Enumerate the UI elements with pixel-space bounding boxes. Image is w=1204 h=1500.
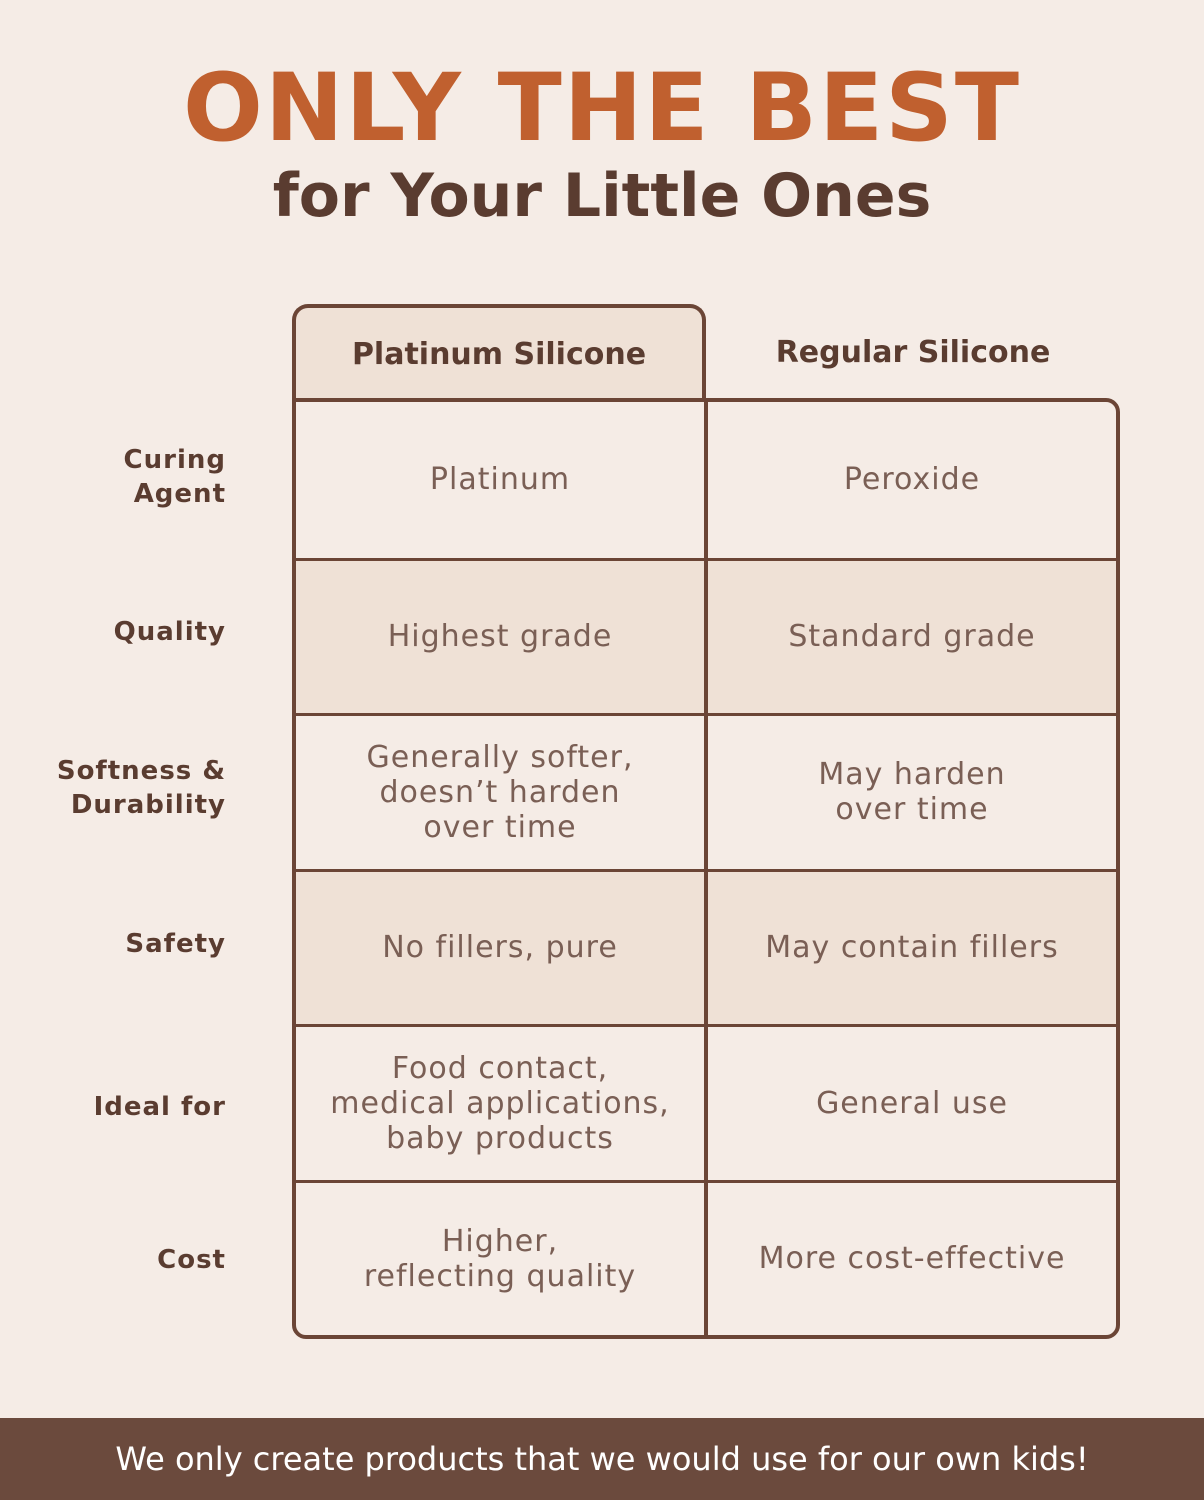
row-label: Softness & Durability bbox=[56, 756, 226, 820]
table-cell: Generally softer, doesn’t harden over ti… bbox=[296, 716, 708, 869]
table-cell: May harden over time bbox=[818, 757, 1006, 828]
table-cell: Highest grade bbox=[296, 560, 708, 713]
column-header-regular: Regular Silicone bbox=[775, 334, 1051, 370]
table-cell: Platinum bbox=[296, 402, 708, 558]
table-row: Highest grade Standard grade bbox=[296, 557, 1116, 713]
table-row: Generally softer, doesn’t harden over ti… bbox=[296, 713, 1116, 869]
table-cell: Food contact, medical applications, baby… bbox=[296, 1027, 708, 1180]
table-row: No fillers, pure May contain fillers bbox=[296, 868, 1116, 1024]
table-cell: Peroxide bbox=[843, 462, 981, 498]
table-cell: May contain fillers bbox=[765, 930, 1059, 966]
table-row: Food contact, medical applications, baby… bbox=[296, 1024, 1116, 1180]
row-label: Ideal for bbox=[93, 1092, 226, 1122]
table-row: Platinum Peroxide bbox=[296, 402, 1116, 558]
page-subtitle: for Your Little Ones bbox=[272, 161, 932, 231]
table-row: Higher, reflecting quality More cost-eff… bbox=[296, 1179, 1116, 1335]
page-title: ONLY THE BEST bbox=[182, 54, 1022, 163]
table-cell: No fillers, pure bbox=[296, 871, 708, 1024]
comparison-table: Platinum Peroxide Highest grade Standard… bbox=[292, 398, 1120, 1339]
table-cell: General use bbox=[816, 1085, 1008, 1121]
row-label: Curing Agent bbox=[123, 445, 226, 509]
row-label: Quality bbox=[113, 617, 226, 647]
column-header-platinum: Platinum Silicone bbox=[292, 304, 706, 400]
table-cell: Standard grade bbox=[788, 619, 1036, 655]
row-label: Cost bbox=[157, 1245, 226, 1275]
table-cell: Higher, reflecting quality bbox=[296, 1182, 708, 1335]
row-label: Safety bbox=[125, 929, 226, 959]
table-cell: More cost-effective bbox=[758, 1241, 1066, 1277]
footer-banner: We only create products that we would us… bbox=[0, 1418, 1204, 1500]
